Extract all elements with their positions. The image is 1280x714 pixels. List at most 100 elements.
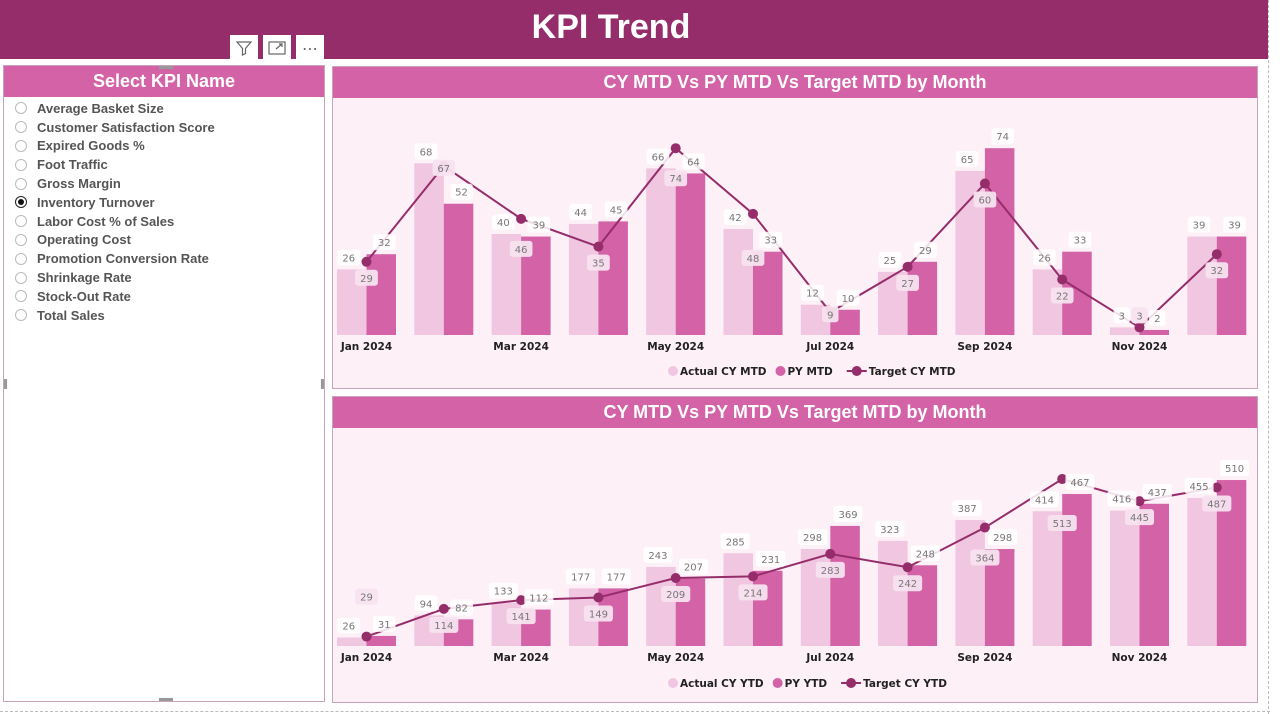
data-label-actual-bg [491, 214, 515, 231]
data-label-py-bg [524, 589, 554, 606]
slicer-item[interactable]: Expired Goods % [4, 137, 324, 156]
slicer-item[interactable]: Gross Margin [4, 174, 324, 193]
bar-py [443, 203, 474, 335]
data-label-actual-bg [798, 529, 828, 546]
radio-selected-icon[interactable] [15, 196, 27, 209]
radio-icon[interactable] [15, 215, 27, 228]
data-label-py: 32 [378, 238, 391, 249]
data-label-py-bg [759, 231, 783, 248]
data-label-py-bg [450, 599, 473, 616]
slicer-item[interactable]: Stock-Out Rate [4, 287, 324, 306]
filter-icon[interactable] [230, 35, 258, 61]
bar-actual [1032, 511, 1063, 646]
data-label-py: 467 [1070, 478, 1089, 489]
target-point [361, 256, 372, 267]
resize-handle[interactable] [321, 379, 324, 389]
data-label-target-bg [973, 191, 997, 208]
data-label-actual-bg [646, 148, 670, 165]
bar-actual [1110, 327, 1140, 335]
page-title: KPI Trend [531, 8, 691, 46]
radio-icon[interactable] [15, 177, 27, 190]
data-label-actual-bg [723, 208, 747, 225]
data-label-target: 29 [360, 593, 373, 604]
legend-label: Target CY YTD [863, 678, 947, 690]
radio-icon[interactable] [15, 290, 27, 303]
slicer-item[interactable]: Total Sales [4, 306, 324, 325]
slicer-item[interactable]: Operating Cost [4, 231, 324, 250]
data-label-actual: 133 [494, 587, 513, 598]
radio-icon[interactable] [15, 233, 27, 246]
data-label-target-bg [815, 561, 845, 578]
data-label-py: 45 [610, 205, 623, 216]
data-label-actual: 323 [880, 525, 899, 536]
radio-icon[interactable] [15, 158, 27, 171]
data-label-target: 149 [589, 610, 608, 621]
x-tick-label: Nov 2024 [1112, 652, 1168, 664]
data-label-target-bg [661, 585, 691, 602]
slicer-item[interactable]: Foot Traffic [4, 155, 324, 174]
data-label-actual-bg [1184, 477, 1214, 494]
kpi-slicer: Select KPI Name Average Basket Size Custo… [3, 65, 325, 702]
slicer-item[interactable]: Average Basket Size [4, 99, 324, 118]
data-label-actual-bg [720, 533, 750, 550]
data-label-target: 209 [666, 590, 685, 601]
data-label-actual-bg [566, 568, 596, 585]
data-label-target-bg [1047, 515, 1077, 532]
data-label-actual: 94 [420, 599, 433, 610]
data-label-py-bg [1149, 309, 1166, 326]
resize-handle[interactable] [159, 66, 173, 69]
target-line [365, 146, 1218, 329]
target-point [438, 603, 449, 614]
slicer-item[interactable]: Labor Cost % of Sales [4, 212, 324, 231]
data-label-py: 74 [996, 132, 1009, 143]
legend: Actual CY YTD PY YTD Target CY YTD [668, 678, 947, 690]
focus-mode-icon[interactable] [263, 35, 291, 61]
radio-icon[interactable] [15, 139, 27, 152]
target-point [516, 213, 527, 224]
data-label-actual-bg [1107, 490, 1137, 507]
x-tick-label: Jul 2024 [805, 652, 854, 664]
data-label-target-bg [970, 549, 1000, 566]
data-label-target: 114 [434, 621, 453, 632]
data-label-target: 3 [1136, 311, 1142, 322]
bar-py [675, 173, 706, 335]
resize-handle[interactable] [159, 698, 173, 701]
data-label-target: 283 [821, 566, 840, 577]
resize-handle[interactable] [4, 379, 7, 389]
chart-title: CY MTD Vs PY MTD Vs Target MTD by Month [333, 397, 1257, 428]
slicer-list: Average Basket Size Customer Satisfaction… [4, 99, 324, 325]
data-label-target-bg [1205, 262, 1229, 279]
target-point [1057, 274, 1068, 285]
x-tick-label: Mar 2024 [493, 341, 549, 353]
slicer-item-label: Stock-Out Rate [37, 288, 131, 304]
data-label-py: 437 [1148, 488, 1167, 499]
target-point [670, 143, 681, 154]
legend-marker [772, 678, 783, 688]
radio-icon[interactable] [15, 102, 27, 115]
data-label-py-bg [678, 558, 708, 575]
slicer-item-label: Expired Goods % [37, 138, 145, 154]
radio-icon[interactable] [15, 121, 27, 134]
slicer-item[interactable]: Promotion Conversion Rate [4, 249, 324, 268]
target-point [979, 522, 990, 533]
radio-icon[interactable] [15, 309, 27, 322]
data-label-py: 248 [916, 549, 935, 560]
page-edge [0, 711, 1270, 712]
data-label-target: 60 [979, 196, 992, 207]
more-options-icon[interactable]: ⋯ [296, 35, 324, 61]
slicer-item-label: Operating Cost [37, 232, 131, 248]
data-label-py-bg [756, 550, 786, 567]
data-label-target: 9 [827, 310, 833, 321]
data-label-actual: 68 [420, 147, 433, 158]
target-point [1134, 322, 1145, 333]
target-point [748, 208, 758, 219]
slicer-item[interactable]: Shrinkage Rate [4, 268, 324, 287]
target-point [516, 595, 527, 606]
data-label-target: 487 [1207, 500, 1226, 511]
slicer-item-label: Promotion Conversion Rate [37, 251, 209, 267]
radio-icon[interactable] [15, 252, 27, 265]
x-tick-label: Sep 2024 [957, 341, 1012, 353]
radio-icon[interactable] [15, 271, 27, 284]
slicer-item[interactable]: Inventory Turnover [4, 193, 324, 212]
slicer-item[interactable]: Customer Satisfaction Score [4, 118, 324, 137]
